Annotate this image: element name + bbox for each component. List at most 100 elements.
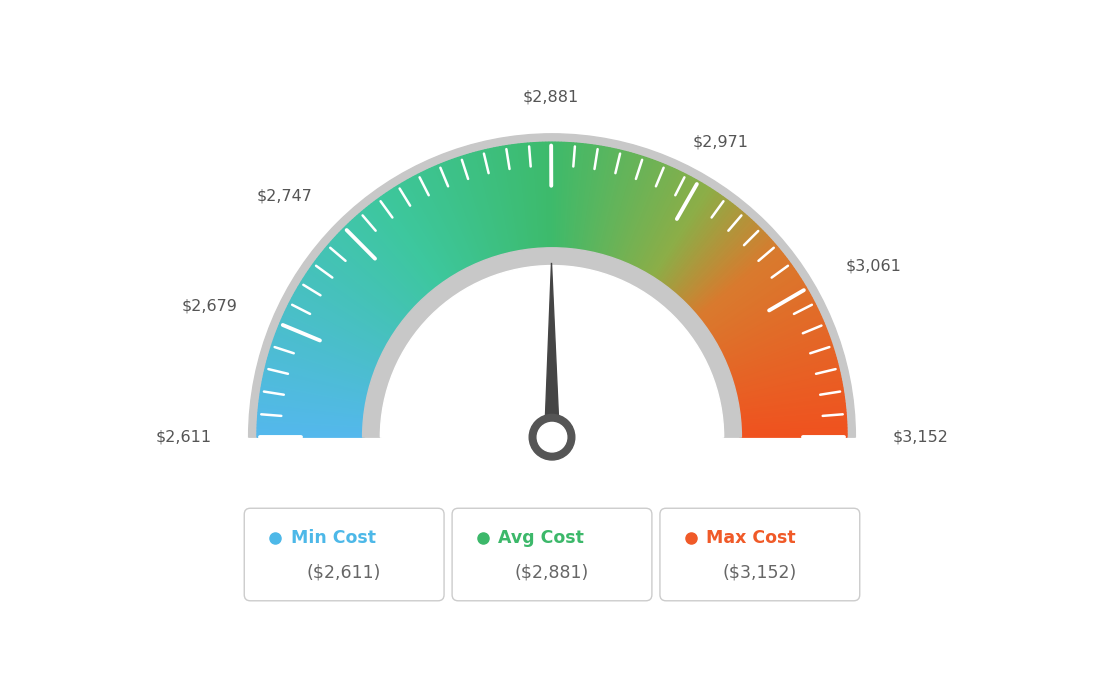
Wedge shape xyxy=(713,287,807,344)
Wedge shape xyxy=(590,148,614,253)
Wedge shape xyxy=(429,168,476,266)
Wedge shape xyxy=(278,326,379,368)
Wedge shape xyxy=(294,293,389,347)
Wedge shape xyxy=(279,323,379,366)
Wedge shape xyxy=(723,315,821,361)
Wedge shape xyxy=(263,376,369,400)
Wedge shape xyxy=(421,172,470,269)
Wedge shape xyxy=(558,142,564,250)
Wedge shape xyxy=(619,161,660,263)
Wedge shape xyxy=(346,224,422,303)
Wedge shape xyxy=(639,176,691,272)
Wedge shape xyxy=(719,301,815,352)
Wedge shape xyxy=(381,266,723,437)
Wedge shape xyxy=(676,216,750,297)
Wedge shape xyxy=(449,159,488,262)
Wedge shape xyxy=(725,323,825,366)
Wedge shape xyxy=(400,184,456,277)
Wedge shape xyxy=(608,156,644,259)
Wedge shape xyxy=(295,290,390,345)
Wedge shape xyxy=(257,422,364,429)
Wedge shape xyxy=(723,317,822,363)
Wedge shape xyxy=(285,309,383,357)
Wedge shape xyxy=(640,177,694,273)
Wedge shape xyxy=(350,220,425,300)
Wedge shape xyxy=(686,230,765,307)
Wedge shape xyxy=(329,242,411,315)
Wedge shape xyxy=(540,142,546,250)
Wedge shape xyxy=(301,279,393,338)
Wedge shape xyxy=(737,391,843,410)
Wedge shape xyxy=(554,142,559,250)
Wedge shape xyxy=(268,355,372,386)
Wedge shape xyxy=(306,271,396,333)
Wedge shape xyxy=(452,159,490,261)
Wedge shape xyxy=(348,222,424,302)
Wedge shape xyxy=(740,425,847,431)
Wedge shape xyxy=(666,202,733,289)
Wedge shape xyxy=(354,216,428,297)
Wedge shape xyxy=(289,301,385,352)
Text: Max Cost: Max Cost xyxy=(707,529,796,547)
Wedge shape xyxy=(597,150,625,255)
Wedge shape xyxy=(612,157,649,260)
Wedge shape xyxy=(736,382,842,404)
Wedge shape xyxy=(257,428,364,433)
Wedge shape xyxy=(265,367,370,394)
Wedge shape xyxy=(721,309,819,357)
FancyBboxPatch shape xyxy=(660,509,860,601)
Wedge shape xyxy=(715,293,810,347)
Wedge shape xyxy=(740,434,847,437)
Wedge shape xyxy=(683,226,761,304)
Wedge shape xyxy=(418,173,468,270)
Wedge shape xyxy=(739,403,846,417)
Wedge shape xyxy=(556,142,561,250)
Wedge shape xyxy=(391,188,452,279)
Wedge shape xyxy=(257,415,364,426)
Wedge shape xyxy=(341,228,420,306)
Wedge shape xyxy=(490,148,514,253)
Wedge shape xyxy=(712,282,805,340)
Wedge shape xyxy=(283,315,381,361)
Wedge shape xyxy=(367,206,435,291)
Wedge shape xyxy=(537,142,544,250)
Wedge shape xyxy=(567,144,580,250)
Wedge shape xyxy=(667,204,735,290)
Wedge shape xyxy=(564,143,574,250)
Wedge shape xyxy=(371,202,438,289)
Wedge shape xyxy=(386,191,448,282)
Wedge shape xyxy=(732,352,836,385)
Wedge shape xyxy=(701,259,789,325)
Wedge shape xyxy=(735,376,841,400)
Wedge shape xyxy=(739,413,846,424)
Wedge shape xyxy=(705,266,794,330)
Wedge shape xyxy=(656,191,718,282)
Wedge shape xyxy=(262,382,368,404)
Wedge shape xyxy=(549,142,552,250)
Wedge shape xyxy=(740,428,847,433)
Wedge shape xyxy=(262,385,368,406)
Wedge shape xyxy=(302,277,394,337)
Wedge shape xyxy=(691,240,773,313)
Text: Avg Cost: Avg Cost xyxy=(498,529,584,547)
Wedge shape xyxy=(521,144,534,250)
FancyBboxPatch shape xyxy=(244,509,444,601)
Wedge shape xyxy=(694,244,777,316)
Wedge shape xyxy=(270,346,373,381)
Wedge shape xyxy=(314,262,401,327)
Wedge shape xyxy=(673,212,745,295)
Wedge shape xyxy=(383,193,446,283)
Wedge shape xyxy=(335,235,415,310)
Wedge shape xyxy=(707,269,796,332)
Wedge shape xyxy=(437,164,481,264)
Wedge shape xyxy=(671,210,742,294)
Wedge shape xyxy=(500,146,521,253)
Circle shape xyxy=(529,415,575,460)
Wedge shape xyxy=(734,367,839,394)
Text: ($3,152): ($3,152) xyxy=(723,563,797,581)
Wedge shape xyxy=(595,150,623,255)
Wedge shape xyxy=(716,295,811,348)
Wedge shape xyxy=(512,144,529,251)
Wedge shape xyxy=(322,249,407,319)
Wedge shape xyxy=(630,169,678,267)
